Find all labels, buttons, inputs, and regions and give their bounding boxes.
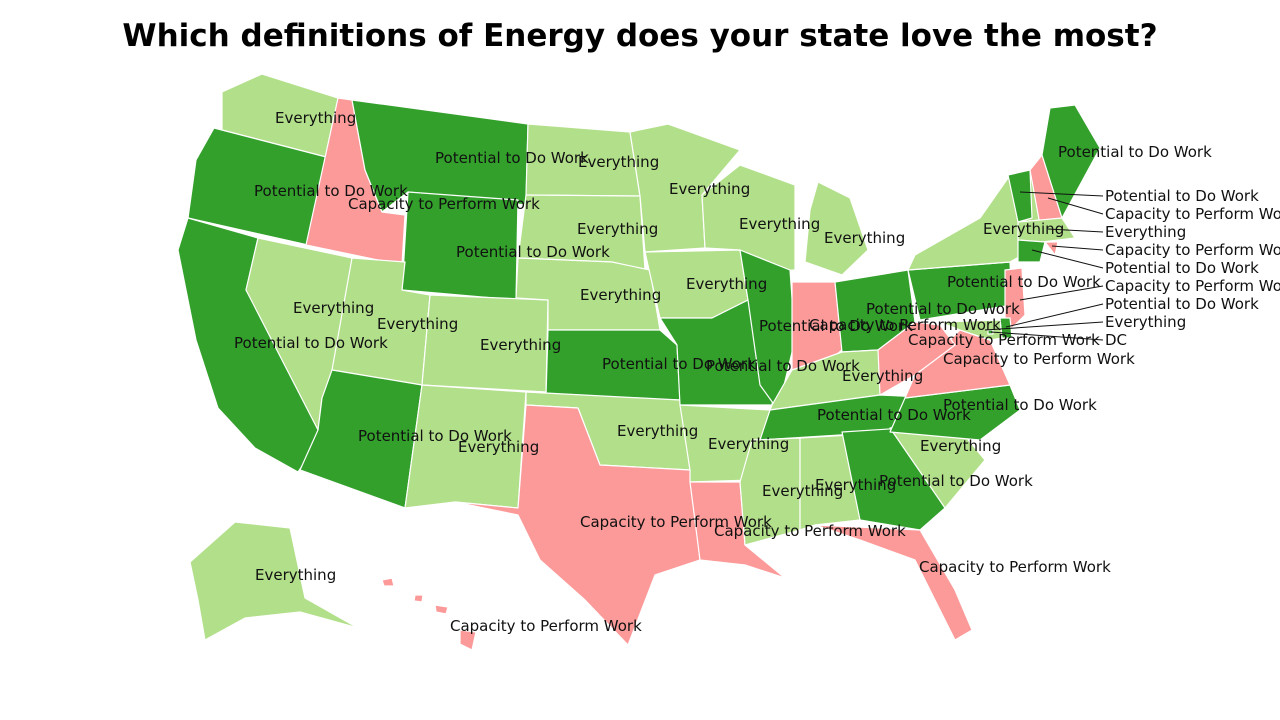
state-label-hi: Capacity to Perform Work <box>450 617 642 635</box>
state-label-de: Potential to Do Work <box>1105 295 1259 313</box>
state-me[interactable] <box>1041 104 1101 219</box>
state-label-md: Everything <box>1105 313 1186 331</box>
state-label-wi: Everything <box>739 215 820 233</box>
state-label-mn: Everything <box>669 180 750 198</box>
state-layer <box>177 73 1101 651</box>
state-label-vt: Potential to Do Work <box>1105 187 1259 205</box>
state-label-co: Everything <box>480 336 561 354</box>
state-label-fl: Capacity to Perform Work <box>919 558 1111 576</box>
leader-line-nj <box>1019 285 1104 301</box>
state-label-sc: Everything <box>920 437 1001 455</box>
state-ma[interactable] <box>1017 217 1076 243</box>
state-md[interactable] <box>939 319 1003 341</box>
state-label-ct: Potential to Do Work <box>1105 259 1259 277</box>
state-label-ky: Everything <box>842 367 923 385</box>
state-label-nh: Capacity to Perform Work <box>1105 205 1280 223</box>
state-label-az: Potential to Do Work <box>358 427 512 445</box>
leader-line-ma <box>1047 228 1104 233</box>
state-ak[interactable] <box>189 521 359 641</box>
leader-line-nh <box>1047 197 1104 215</box>
state-label-ca: Potential to Do Work <box>234 334 388 352</box>
map-title: Which definitions of Energy does your st… <box>122 18 1158 54</box>
state-label-mi: Everything <box>824 229 905 247</box>
state-or[interactable] <box>187 127 331 246</box>
state-label-mo: Potential to Do Work <box>706 357 860 375</box>
leader-line-md <box>984 321 1104 331</box>
leader-line-layer <box>984 191 1104 341</box>
state-label-in: Capacity to Perform Work <box>809 316 1001 334</box>
state-vt[interactable] <box>1007 169 1033 223</box>
state-label-ar: Everything <box>708 435 789 453</box>
state-label-or: Potential to Do Work <box>254 182 408 200</box>
state-label-ma: Everything <box>1105 223 1186 241</box>
state-al[interactable] <box>799 434 861 531</box>
state-label-nc: Potential to Do Work <box>943 396 1097 414</box>
state-label-ny: Everything <box>983 220 1064 238</box>
leader-line-ct <box>1031 249 1104 269</box>
state-label-id: Capacity to Perform Work <box>348 195 540 213</box>
state-label-mt: Potential to Do Work <box>435 149 589 167</box>
state-ct[interactable] <box>1017 239 1046 263</box>
leader-line-ri <box>1051 245 1104 251</box>
state-label-tn: Potential to Do Work <box>817 406 971 424</box>
state-tx[interactable] <box>454 404 701 646</box>
state-label-ks: Potential to Do Work <box>602 355 756 373</box>
state-label-wy: Potential to Do Work <box>456 243 610 261</box>
state-label-il: Potential to Do Work <box>759 317 913 335</box>
state-ms[interactable] <box>739 437 801 546</box>
state-label-wv: Capacity to Perform Work <box>908 331 1100 349</box>
state-va[interactable] <box>904 329 1011 399</box>
leader-line-dc <box>990 331 1104 341</box>
state-label-nm: Everything <box>458 438 539 456</box>
state-label-nd: Everything <box>578 153 659 171</box>
state-label-sd: Everything <box>577 220 658 238</box>
state-label-ms: Everything <box>762 482 843 500</box>
state-label-nv: Everything <box>293 299 374 317</box>
state-label-ri: Capacity to Perform Work <box>1105 241 1280 259</box>
state-fl[interactable] <box>814 524 973 641</box>
state-label-tx: Capacity to Perform Work <box>580 513 772 531</box>
state-hi[interactable] <box>381 577 477 651</box>
state-label-ak: Everything <box>255 566 336 584</box>
state-label-ga: Potential to Do Work <box>879 472 1033 490</box>
state-ri[interactable] <box>1044 241 1059 256</box>
state-label-me: Potential to Do Work <box>1058 143 1212 161</box>
state-mi[interactable] <box>804 181 869 276</box>
state-label-ne: Everything <box>580 286 661 304</box>
state-label-va: Capacity to Perform Work <box>943 350 1135 368</box>
state-label-dc: DC <box>1105 331 1127 349</box>
state-label-ok: Everything <box>617 422 698 440</box>
state-label-nj: Capacity to Perform Work <box>1105 277 1280 295</box>
state-label-oh: Potential to Do Work <box>866 300 1020 318</box>
state-label-ut: Everything <box>377 315 458 333</box>
leader-line-de <box>1005 303 1104 328</box>
state-label-la: Capacity to Perform Work <box>714 522 906 540</box>
state-wv[interactable] <box>877 321 956 396</box>
leader-line-vt <box>1019 191 1104 197</box>
state-label-al: Everything <box>815 476 896 494</box>
state-label-pa: Potential to Do Work <box>947 273 1101 291</box>
state-label-ia: Everything <box>686 275 767 293</box>
state-label-wa: Everything <box>275 109 356 127</box>
